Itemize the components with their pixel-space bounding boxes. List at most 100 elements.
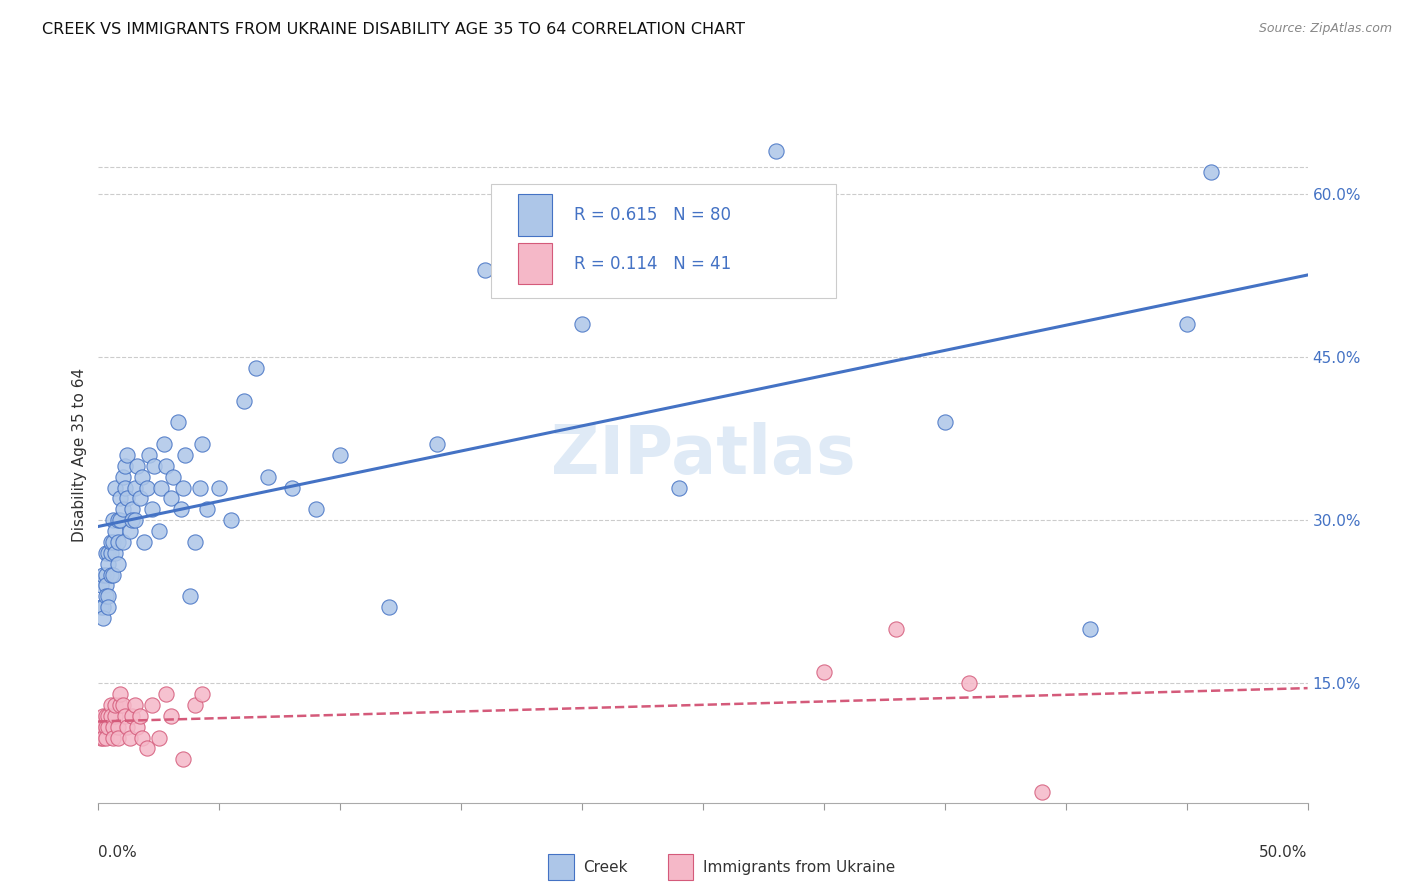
Point <box>1078 622 1101 636</box>
Point <box>97 720 120 734</box>
Point <box>97 708 120 723</box>
Point <box>111 534 134 549</box>
Point <box>91 731 114 745</box>
Point <box>474 263 496 277</box>
Point <box>100 567 122 582</box>
Point <box>127 720 149 734</box>
Point <box>107 534 129 549</box>
Point <box>174 448 197 462</box>
Point <box>90 600 112 615</box>
Point <box>114 708 136 723</box>
Point <box>104 708 127 723</box>
Y-axis label: Disability Age 35 to 64: Disability Age 35 to 64 <box>72 368 87 542</box>
Point <box>329 448 352 462</box>
Point <box>90 731 112 745</box>
Point <box>97 546 120 560</box>
Point <box>104 481 127 495</box>
Point <box>91 708 114 723</box>
Point <box>108 687 131 701</box>
Point <box>94 720 117 734</box>
Point <box>155 687 177 701</box>
Point <box>1175 318 1198 332</box>
Point <box>148 731 170 745</box>
Point <box>101 513 124 527</box>
Point <box>108 513 131 527</box>
Point <box>167 415 190 429</box>
Point <box>152 437 174 451</box>
Point <box>143 458 166 473</box>
Point <box>97 557 120 571</box>
Point <box>191 437 214 451</box>
Point <box>108 491 131 506</box>
Text: Creek: Creek <box>583 860 628 874</box>
Point <box>305 502 328 516</box>
Point <box>94 589 117 603</box>
Point <box>1031 785 1053 799</box>
Text: Immigrants from Ukraine: Immigrants from Ukraine <box>703 860 896 874</box>
Point <box>138 448 160 462</box>
Point <box>134 534 156 549</box>
Point <box>101 731 124 745</box>
Point <box>184 698 207 712</box>
Point <box>121 513 143 527</box>
Point <box>813 665 835 680</box>
Point <box>104 524 127 538</box>
Text: 0.0%: 0.0% <box>98 845 138 860</box>
Point <box>957 676 980 690</box>
Point <box>124 513 146 527</box>
Point <box>208 481 231 495</box>
Point <box>91 611 114 625</box>
Point <box>111 698 134 712</box>
Point <box>195 502 218 516</box>
Point <box>128 491 150 506</box>
Point <box>101 534 124 549</box>
Point <box>94 578 117 592</box>
Point <box>114 481 136 495</box>
Point <box>117 491 139 506</box>
Point <box>232 393 254 408</box>
Point <box>94 567 117 582</box>
Point <box>118 524 141 538</box>
Text: Source: ZipAtlas.com: Source: ZipAtlas.com <box>1258 22 1392 36</box>
Point <box>934 415 956 429</box>
Point <box>169 502 191 516</box>
Point <box>124 481 146 495</box>
Text: R = 0.615   N = 80: R = 0.615 N = 80 <box>574 206 731 224</box>
Point <box>131 731 153 745</box>
Point <box>114 458 136 473</box>
Point <box>104 546 127 560</box>
Point <box>124 698 146 712</box>
Point <box>121 708 143 723</box>
Point <box>97 600 120 615</box>
Point <box>141 698 163 712</box>
Point <box>765 144 787 158</box>
Point <box>128 708 150 723</box>
Point <box>377 600 399 615</box>
Point <box>256 469 278 483</box>
Point <box>426 437 449 451</box>
Point <box>94 708 117 723</box>
FancyBboxPatch shape <box>517 194 553 235</box>
Point <box>97 589 120 603</box>
Point <box>121 502 143 516</box>
Point <box>160 708 183 723</box>
Point <box>160 491 183 506</box>
Point <box>245 361 267 376</box>
Point <box>155 458 177 473</box>
Text: R = 0.114   N = 41: R = 0.114 N = 41 <box>574 254 731 273</box>
Point <box>100 534 122 549</box>
Point <box>107 513 129 527</box>
Point <box>117 448 139 462</box>
FancyBboxPatch shape <box>517 243 553 285</box>
Point <box>221 513 243 527</box>
Point <box>100 698 122 712</box>
Point <box>131 469 153 483</box>
Point <box>184 534 207 549</box>
Point <box>162 469 184 483</box>
Point <box>90 578 112 592</box>
Point <box>571 318 593 332</box>
Point <box>101 720 124 734</box>
Point <box>104 698 127 712</box>
Text: ZIPatlas: ZIPatlas <box>551 422 855 488</box>
Point <box>94 731 117 745</box>
